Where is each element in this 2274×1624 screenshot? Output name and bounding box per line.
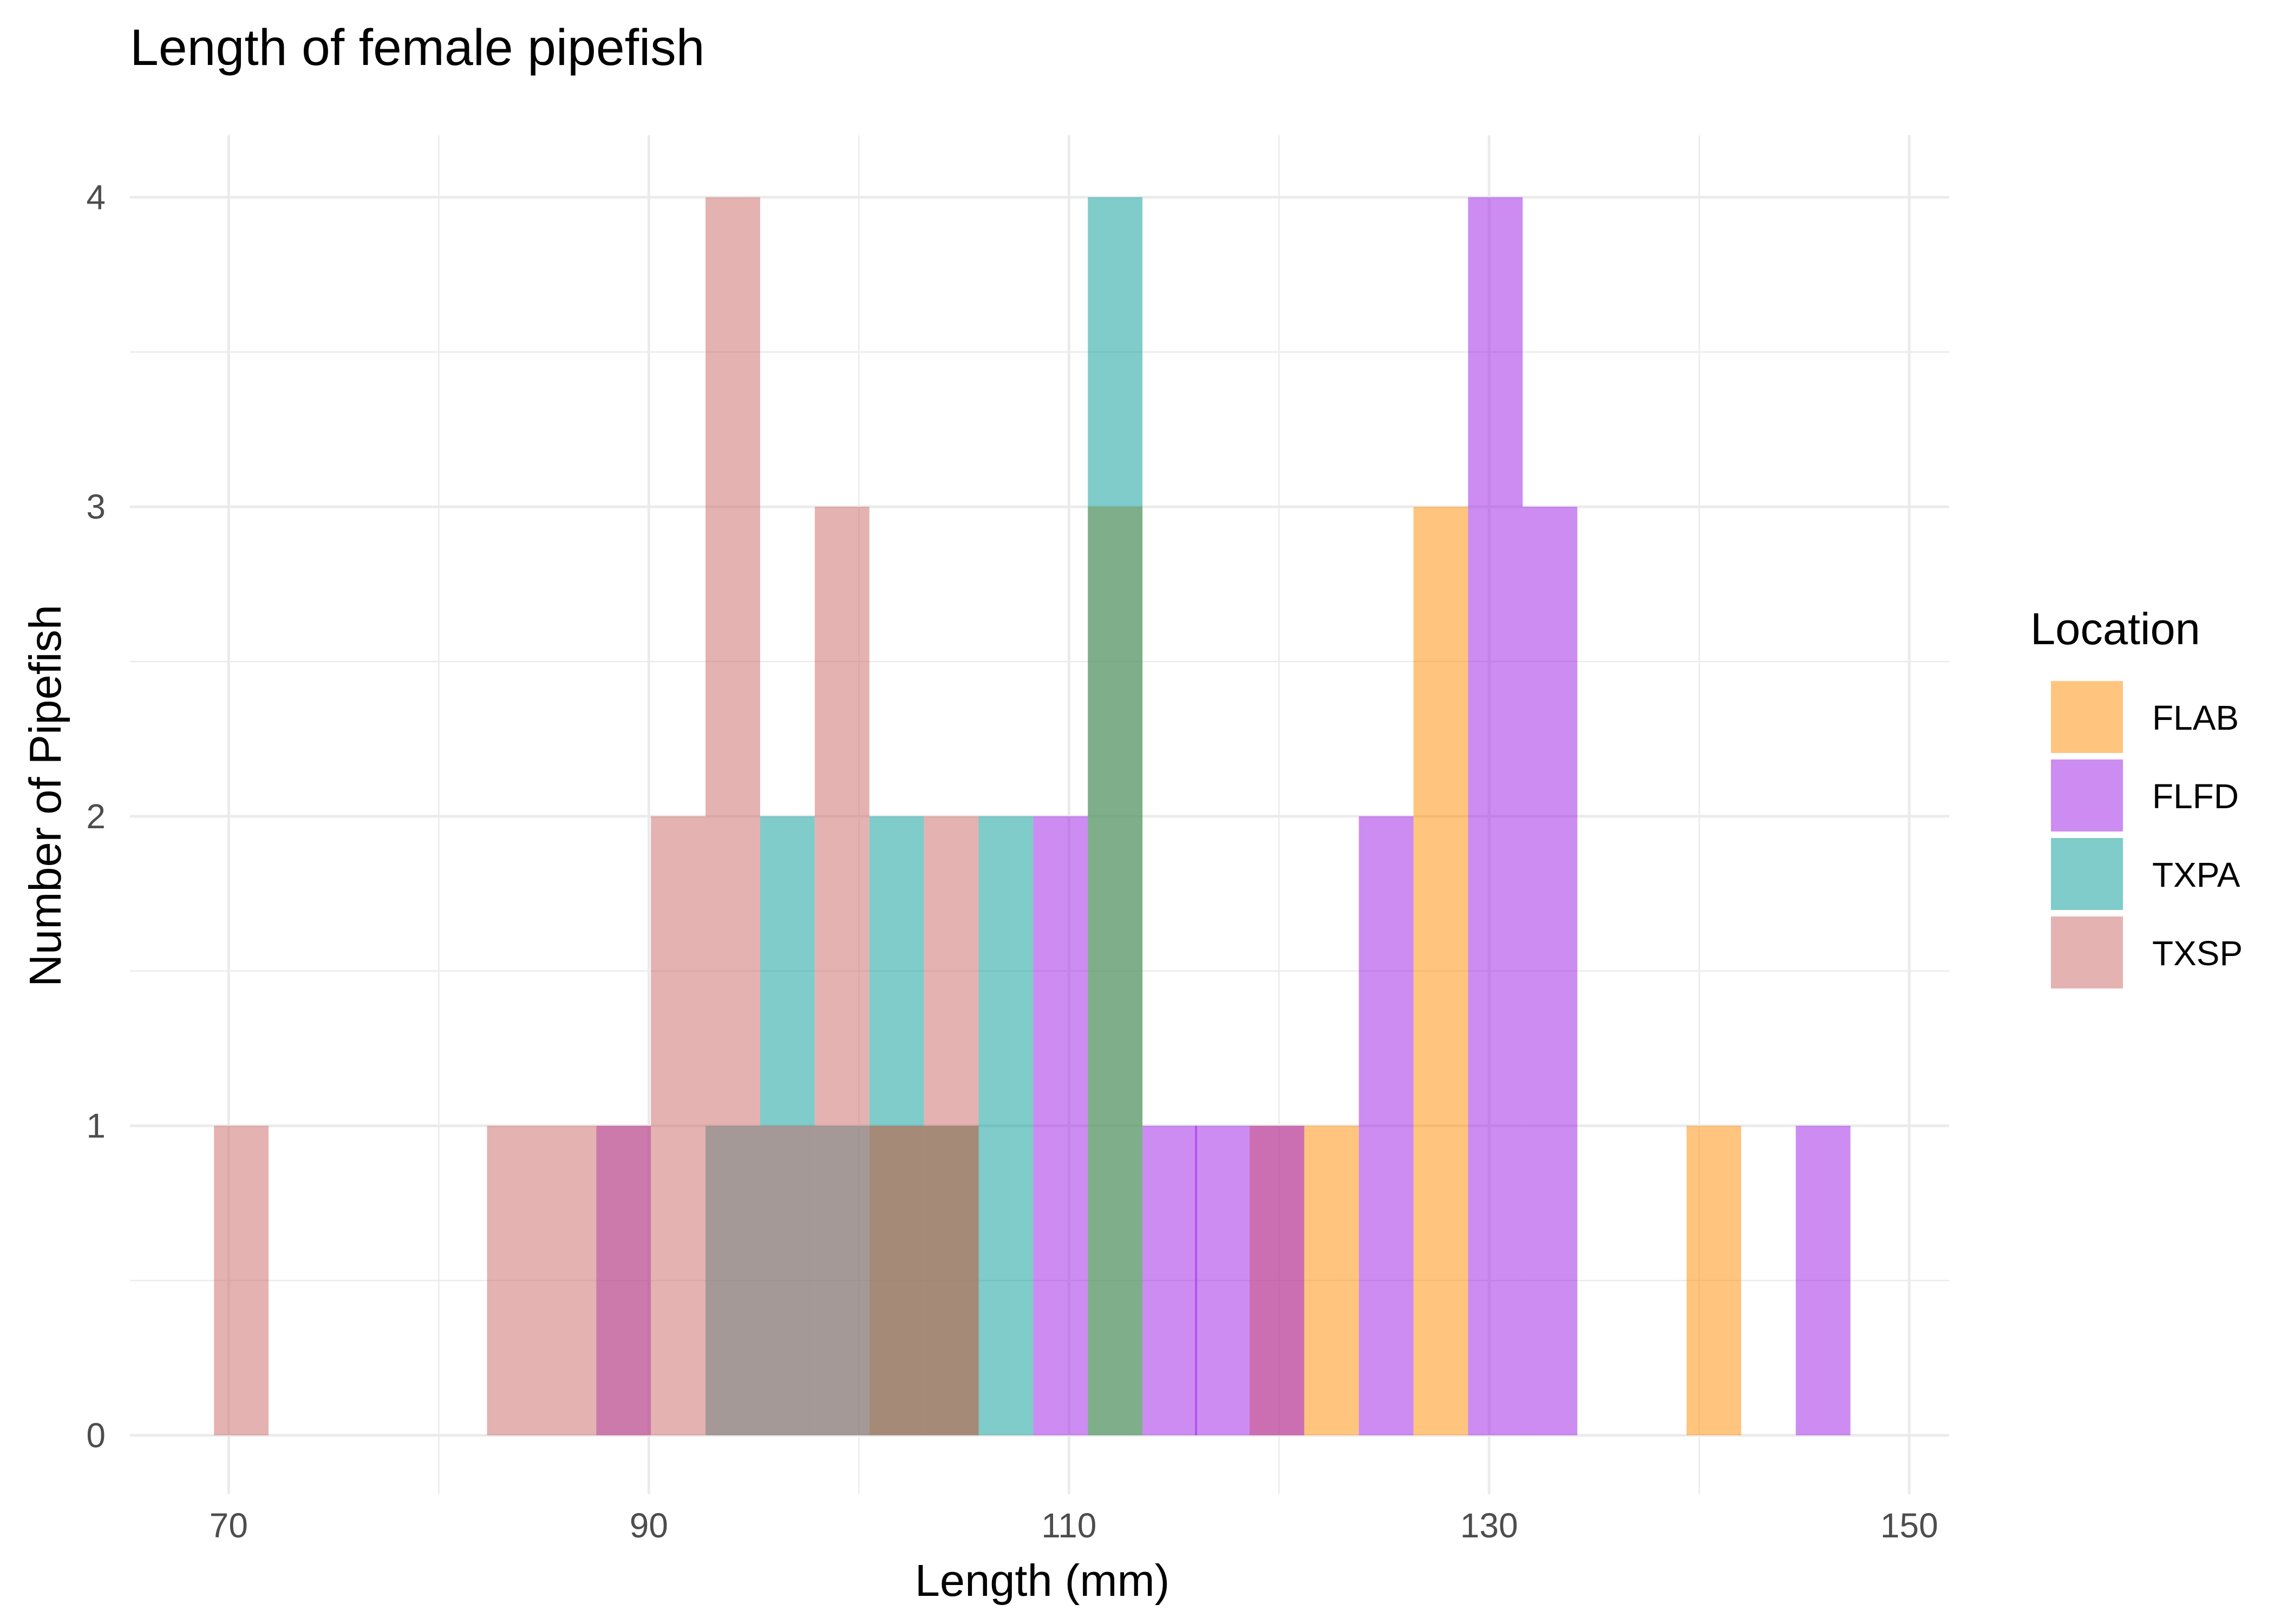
legend-swatch-txpa — [2051, 838, 2123, 910]
bar-flfd — [1195, 1125, 1250, 1436]
bar-txsp — [214, 1125, 269, 1436]
bar-flfd — [1468, 197, 1523, 1436]
y-tick-label: 0 — [86, 1416, 106, 1455]
x-tick-label: 150 — [1880, 1506, 1938, 1545]
bar-flab — [1304, 1125, 1359, 1436]
y-tick-label: 1 — [86, 1106, 106, 1145]
legend-swatch-flfd — [2051, 759, 2123, 831]
chart-title: Length of female pipefish — [130, 19, 705, 76]
bar-flab — [1413, 507, 1468, 1436]
bar-flfd — [1795, 1125, 1851, 1436]
bar-txpa — [1088, 197, 1143, 1436]
legend-label-txsp: TXSP — [2152, 934, 2243, 973]
bar-txsp — [814, 507, 870, 1436]
y-axis-ticks: 0 1 2 3 4 — [86, 178, 106, 1455]
bars — [214, 197, 1851, 1436]
bar-txsp — [651, 816, 706, 1436]
x-axis-label: Length (mm) — [915, 1555, 1169, 1606]
x-tick-label: 110 — [1041, 1506, 1096, 1545]
y-tick-label: 2 — [86, 797, 106, 836]
y-tick-label: 3 — [86, 487, 106, 526]
bar-txsp — [760, 1125, 815, 1436]
legend: Location FLAB FLFD TXPA TXSP — [2030, 604, 2243, 988]
legend-label-txpa: TXPA — [2152, 855, 2240, 894]
legend-label-flab: FLAB — [2152, 698, 2239, 737]
x-axis-ticks: 70 90 110 130 150 — [210, 1506, 1938, 1545]
bar-flab — [1687, 1125, 1741, 1436]
bar-txsp — [924, 816, 979, 1436]
x-tick-label: 70 — [210, 1506, 248, 1545]
x-tick-label: 130 — [1460, 1506, 1518, 1545]
legend-swatch-txsp — [2051, 916, 2123, 988]
bar-flfd — [1522, 507, 1578, 1436]
bar-txsp — [541, 1125, 597, 1436]
bar-txsp — [869, 1125, 924, 1436]
x-tick-label: 90 — [630, 1506, 668, 1545]
legend-label-flfd: FLFD — [2152, 777, 2239, 816]
legend-title: Location — [2030, 604, 2200, 654]
bar-txsp — [705, 197, 760, 1436]
bar-txsp — [596, 1125, 651, 1436]
y-axis-label: Number of Pipefish — [20, 605, 70, 987]
bar-flfd — [1142, 1125, 1197, 1436]
bar-txpa — [978, 816, 1034, 1436]
y-tick-label: 4 — [86, 178, 106, 217]
bar-txsp — [487, 1125, 542, 1436]
bar-flfd — [1358, 816, 1414, 1436]
legend-swatch-flab — [2051, 681, 2123, 753]
bar-flfd — [1033, 816, 1088, 1436]
bar-flfd — [1249, 1125, 1304, 1436]
series-txsp — [214, 197, 979, 1436]
